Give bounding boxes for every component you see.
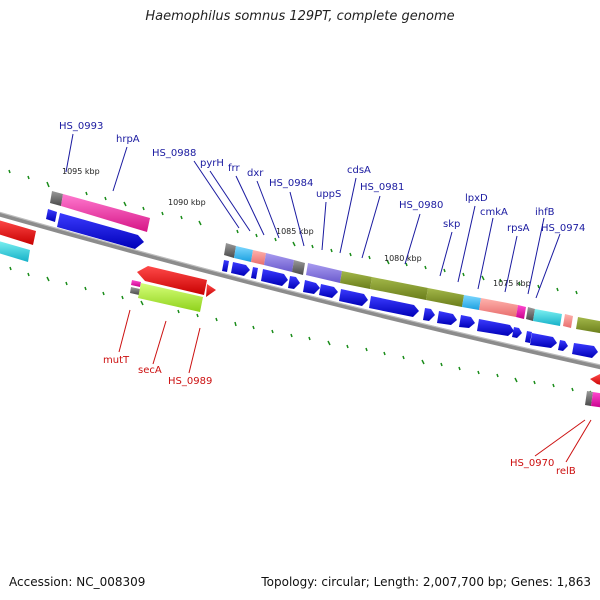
gene-label: cmkA <box>480 207 508 218</box>
kbp-label: 1090 kbp <box>168 198 206 207</box>
gene-label: dxr <box>247 168 264 179</box>
genome-summary: Topology: circular; Length: 2,007,700 bp… <box>261 575 591 589</box>
gene-label: pyrH <box>200 158 224 169</box>
gene-block <box>61 194 150 232</box>
gene-label: HS_0970 <box>510 458 554 469</box>
kbp-label: 1080 kbp <box>384 254 422 263</box>
gene-label: cdsA <box>347 165 371 176</box>
lower-leaders <box>118 309 592 463</box>
gene-label: secA <box>138 365 162 376</box>
upper-gene-labels: HS_0993 hrpA HS_0988 pyrH frr dxr HS_098… <box>59 121 585 234</box>
gene-label: HS_0988 <box>152 148 196 159</box>
gene-label: HS_0993 <box>59 121 103 132</box>
gene-block <box>50 191 63 206</box>
genome-backbone <box>0 212 600 370</box>
lower-gene-labels: mutT secA HS_0989 HS_0970 relB <box>103 355 576 477</box>
gene-arrow <box>46 209 57 222</box>
outer-ticks <box>8 169 578 295</box>
kbp-scale: 1095 kbp 1090 kbp 1085 kbp 1080 kbp 1075… <box>62 167 531 288</box>
gene-label: HS_0989 <box>168 376 212 387</box>
kbp-label: 1085 kbp <box>276 227 314 236</box>
gene-label: rpsA <box>507 223 530 234</box>
gene-label: ihfB <box>535 207 555 218</box>
gene-label: frr <box>228 163 240 174</box>
gene-block <box>0 220 36 245</box>
gene-label: HS_0981 <box>360 182 404 193</box>
kbp-label: 1075 kbp <box>493 279 531 288</box>
kbp-label: 1095 kbp <box>62 167 100 176</box>
accession-label: Accession: NC_008309 <box>9 575 146 589</box>
gene-label: HS_0974 <box>541 223 585 234</box>
gene-label: mutT <box>103 355 130 366</box>
gene-arrow <box>57 213 144 249</box>
gene-track-upper-main <box>222 243 600 358</box>
gene-label: HS_0984 <box>269 178 313 189</box>
gene-track-lower <box>130 266 600 408</box>
gene-label: uppS <box>316 189 341 200</box>
upper-leaders <box>65 133 561 299</box>
page-title: Haemophilus somnus 129PT, complete genom… <box>145 9 455 24</box>
gene-label: HS_0980 <box>399 200 443 211</box>
gene-track-upper <box>0 191 150 262</box>
gene-block <box>0 241 30 262</box>
gene-label: hrpA <box>116 134 140 145</box>
gene-label: skp <box>443 219 460 230</box>
gene-label: lpxD <box>465 193 488 204</box>
gene-label: relB <box>556 466 576 477</box>
